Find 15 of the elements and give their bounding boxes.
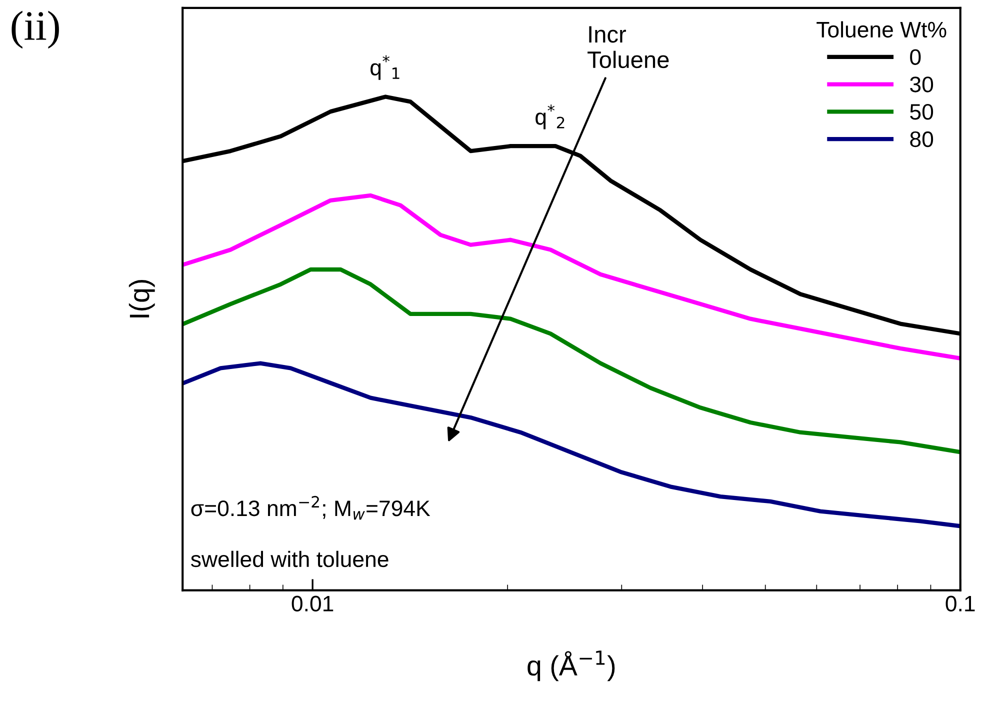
annotation: σ=0.13 nm$^{−2}$; M$_{w}$=794K <box>191 496 430 520</box>
text: Incr Toluene <box>588 26 669 68</box>
chart-title: (ii) <box>12 10 59 49</box>
x-tick-label: 0.1 <box>946 596 975 612</box>
annotation: q$^{*}$$_{2}$ <box>536 104 564 130</box>
legend-label: 0 <box>910 49 921 65</box>
legend-title: Toluene Wt% <box>816 21 946 38</box>
legend-label: 80 <box>910 131 934 148</box>
legend-label: 30 <box>910 76 934 92</box>
legend-label: 50 <box>910 104 934 120</box>
annotation: q$^{*}$$_{1}$ <box>370 55 400 80</box>
x-axis-title: q (Å$^{−1}$) <box>528 650 615 682</box>
annotation: swelled with toluene <box>190 550 388 568</box>
x-tick-label: 0.01 <box>292 596 334 612</box>
y-axis-title: I(q) <box>128 280 155 318</box>
